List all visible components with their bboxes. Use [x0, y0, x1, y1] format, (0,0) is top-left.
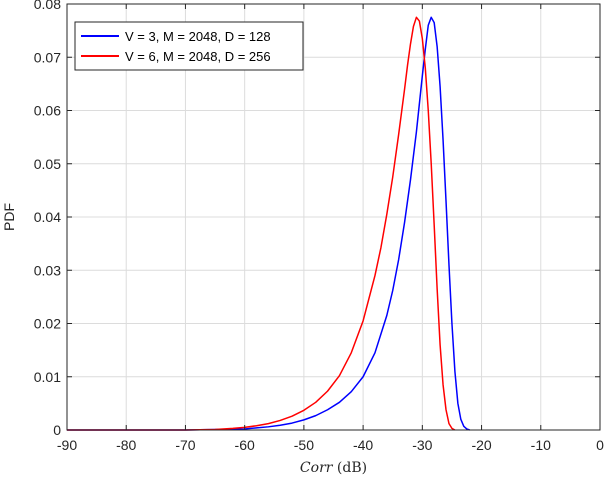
y-tick-label: 0 [53, 422, 61, 438]
x-tick-label: 0 [596, 437, 604, 453]
ticks: -90 -80 -70 -60 -50 -40 -30 -20 -10 0 0 0.01 0.02 0.0… [34, 0, 604, 453]
series-line-2 [67, 16, 456, 431]
x-tick-label: -60 [235, 437, 255, 453]
y-axis-label: PDF [1, 203, 17, 231]
x-axis-label: Corr (dB) [300, 460, 367, 476]
x-axis-label-italic: Corr [300, 460, 334, 476]
legend-label-1: V = 3, M = 2048, D = 128 [125, 29, 271, 44]
x-tick-label: -90 [57, 437, 77, 453]
x-tick-label: -80 [116, 437, 136, 453]
legend: V = 3, M = 2048, D = 128 V = 6, M = 2048,… [74, 21, 304, 71]
x-tick-label: -20 [471, 437, 491, 453]
x-tick-label: -40 [353, 437, 373, 453]
legend-label-2: V = 6, M = 2048, D = 256 [125, 49, 271, 64]
x-tick-label: -50 [294, 437, 314, 453]
y-tick-label: 0.01 [34, 369, 61, 385]
x-axis-label-unit: (dB) [332, 460, 367, 476]
x-tick-label: -30 [412, 437, 432, 453]
y-tick-label: 0.06 [34, 103, 61, 119]
x-tick-label: -70 [175, 437, 195, 453]
y-tick-label: 0.05 [34, 156, 61, 172]
y-tick-label: 0.03 [34, 262, 61, 278]
y-tick-label: 0.02 [34, 316, 61, 332]
y-tick-label: 0.08 [34, 0, 61, 12]
legend-box [74, 21, 304, 71]
series-group [67, 16, 470, 431]
y-tick-label: 0.04 [34, 209, 61, 225]
y-tick-label: 0.07 [34, 49, 61, 65]
x-tick-label: -10 [531, 437, 551, 453]
series-line-1 [67, 16, 470, 431]
